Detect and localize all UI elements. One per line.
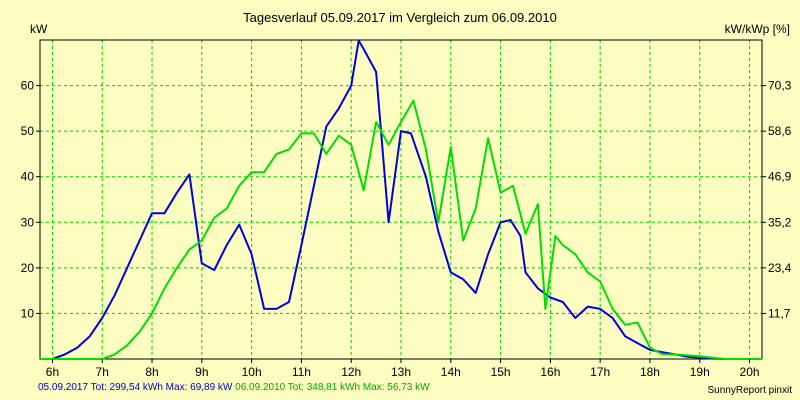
y2-tick-label: 58,6 bbox=[768, 124, 792, 138]
axis-ticks: 6h 7h 8h 9h 10h 11h 12h 13h 14h 15h 16h 17h 18h 19h 20… bbox=[21, 79, 792, 379]
grid-lines bbox=[40, 40, 762, 359]
y-tick-label: 50 bbox=[21, 124, 35, 138]
x-tick-label: 8h bbox=[145, 365, 158, 379]
credit-text: SunnyReport pinxit bbox=[707, 385, 793, 396]
y-tick-label: 60 bbox=[21, 79, 35, 93]
x-tick-label: 10h bbox=[242, 365, 262, 379]
y-tick-label: 30 bbox=[21, 215, 35, 229]
y2-tick-label: 46,9 bbox=[768, 170, 792, 184]
x-tick-label: 17h bbox=[590, 365, 610, 379]
series-line-06-09-2010 bbox=[40, 99, 762, 360]
x-tick-label: 19h bbox=[690, 365, 710, 379]
footer-blue-summary: 05.09.2017 Tot: 299,54 kWh Max: 69,89 kW bbox=[38, 382, 233, 393]
footer-green-summary: 06.09.2010 Tot: 348,81 kWh Max: 56,73 kW bbox=[235, 382, 430, 393]
x-tick-label: 6h bbox=[46, 365, 59, 379]
x-tick-label: 7h bbox=[96, 365, 109, 379]
series-line-05-09-2017 bbox=[40, 39, 762, 360]
x-tick-label: 20h bbox=[740, 365, 760, 379]
y2-tick-label: 11,7 bbox=[768, 306, 791, 320]
x-tick-label: 13h bbox=[391, 365, 411, 379]
left-axis-unit: kW bbox=[30, 22, 48, 36]
x-tick-label: 16h bbox=[540, 365, 560, 379]
x-tick-label: 12h bbox=[341, 365, 361, 379]
x-tick-label: 15h bbox=[491, 365, 511, 379]
y2-tick-label: 23,4 bbox=[768, 261, 792, 275]
x-tick-label: 14h bbox=[441, 365, 461, 379]
x-tick-label: 9h bbox=[195, 365, 208, 379]
y-tick-label: 20 bbox=[21, 261, 35, 275]
series-layer bbox=[40, 39, 762, 360]
chart-title: Tagesverlauf 05.09.2017 im Vergleich zum… bbox=[243, 10, 557, 25]
y-tick-label: 40 bbox=[21, 170, 35, 184]
x-tick-label: 18h bbox=[640, 365, 660, 379]
y-tick-label: 10 bbox=[21, 306, 35, 320]
x-tick-label: 11h bbox=[292, 365, 311, 379]
right-axis-unit: kW/kWp [%] bbox=[724, 22, 790, 36]
y2-tick-label: 70,3 bbox=[768, 79, 792, 93]
y2-tick-label: 35,2 bbox=[768, 215, 792, 229]
